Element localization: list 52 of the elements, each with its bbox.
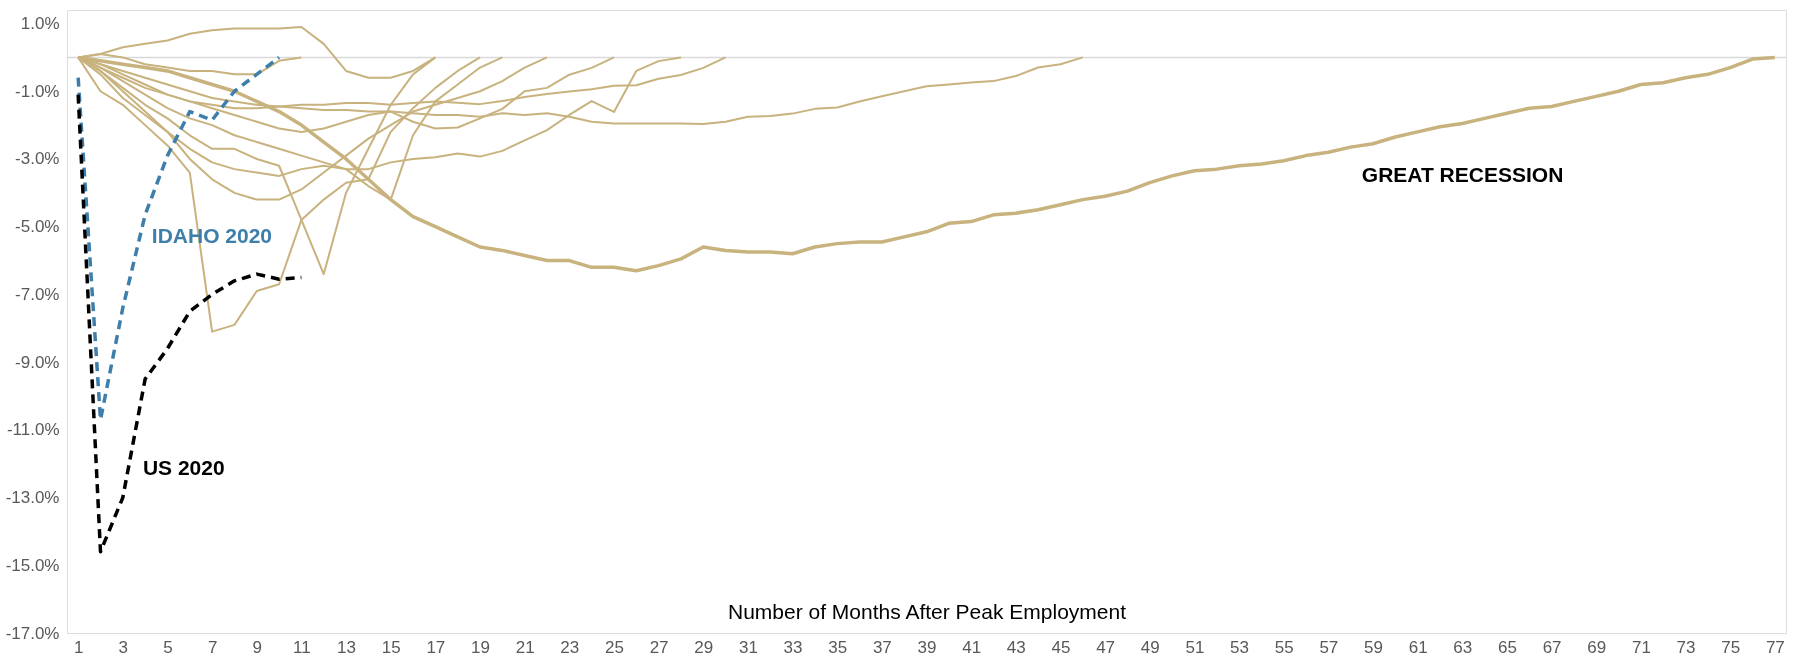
y-tick-label: -11.0% — [6, 420, 60, 440]
x-tick-label: 75 — [1721, 637, 1741, 657]
x-tick-label: 51 — [1185, 637, 1205, 657]
x-tick-label: 71 — [1631, 637, 1651, 657]
x-tick-label: 69 — [1587, 637, 1607, 657]
x-axis-title: Number of Months After Peak Employment — [727, 599, 1127, 623]
y-tick-label: -7.0% — [15, 284, 60, 304]
x-tick-label: 29 — [694, 637, 714, 657]
x-tick-label: 47 — [1096, 637, 1116, 657]
x-tick-label: 13 — [337, 637, 357, 657]
x-tick-label: 53 — [1230, 637, 1250, 657]
x-tick-label: 17 — [426, 637, 446, 657]
x-tick-label: 57 — [1319, 637, 1339, 657]
x-tick-label: 35 — [828, 637, 848, 657]
y-tick-label: -15.0% — [5, 555, 60, 575]
x-tick-label: 33 — [783, 637, 803, 657]
x-tick-label: 21 — [515, 637, 535, 657]
x-tick-label: 7 — [207, 637, 218, 657]
y-tick-label: -17.0% — [5, 623, 60, 643]
y-tick-label: 1.0% — [20, 14, 60, 34]
x-tick-label: 23 — [560, 637, 580, 657]
x-tick-label: 27 — [649, 637, 669, 657]
x-tick-label: 3 — [118, 637, 129, 657]
x-tick-label: 39 — [917, 637, 937, 657]
x-tick-label: 49 — [1140, 637, 1160, 657]
x-tick-label: 73 — [1676, 637, 1696, 657]
x-tick-label: 5 — [163, 637, 173, 657]
y-tick-label: -1.0% — [15, 81, 60, 101]
x-tick-label: 37 — [872, 637, 892, 657]
x-tick-label: 9 — [252, 637, 262, 657]
y-tick-label: -9.0% — [15, 352, 60, 372]
y-tick-label: -5.0% — [15, 217, 60, 237]
x-tick-label: 41 — [962, 637, 982, 657]
x-tick-label: 31 — [738, 637, 758, 657]
y-tick-label: -13.0% — [5, 488, 60, 508]
x-tick-label: 65 — [1497, 637, 1517, 657]
x-tick-label: 67 — [1542, 637, 1562, 657]
x-tick-label: 19 — [471, 637, 490, 657]
series-label: US 2020 — [142, 455, 225, 479]
x-tick-label: 61 — [1408, 637, 1428, 657]
x-tick-label: 1 — [73, 637, 84, 657]
x-tick-label: 77 — [1765, 637, 1785, 657]
x-tick-label: 55 — [1274, 637, 1294, 657]
x-tick-label: 63 — [1453, 637, 1473, 657]
x-tick-label: 45 — [1051, 637, 1071, 657]
annotation: GREAT RECESSION — [1361, 162, 1564, 186]
x-tick-label: 11 — [293, 637, 311, 657]
x-tick-label: 59 — [1364, 637, 1383, 657]
x-tick-label: 25 — [604, 637, 624, 657]
x-tick-label: 43 — [1006, 637, 1026, 657]
x-tick-label: 15 — [381, 637, 401, 657]
y-tick-label: -3.0% — [15, 149, 60, 169]
